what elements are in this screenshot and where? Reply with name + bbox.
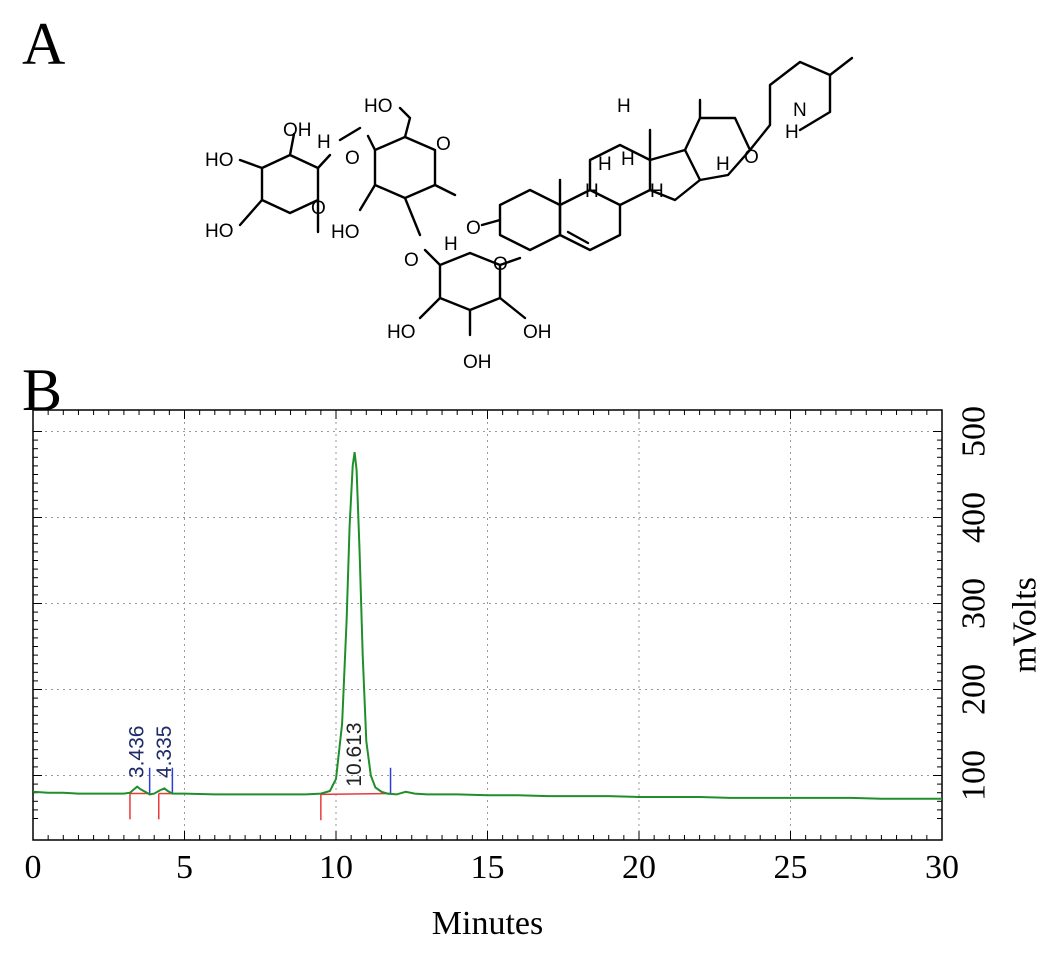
grid-lines bbox=[33, 410, 942, 840]
x-axis-label: Minutes bbox=[432, 905, 543, 942]
x-tick-label: 25 bbox=[774, 849, 808, 886]
atom-label-o-glc: O bbox=[436, 134, 451, 155]
atom-label-nh: N bbox=[793, 100, 807, 121]
atom-label-h-glc: H bbox=[444, 234, 458, 255]
panel-label-a: A bbox=[22, 11, 66, 77]
x-tick-label: 20 bbox=[622, 849, 656, 886]
atom-label-o-link2: O bbox=[404, 250, 419, 271]
atom-label-o-furan: O bbox=[744, 147, 759, 168]
y-tick-label: 100 bbox=[956, 750, 993, 801]
y-tick-label: 500 bbox=[956, 406, 993, 457]
integration-markers bbox=[129, 767, 392, 821]
atom-label-h-s3: H bbox=[621, 149, 635, 170]
y-axis-ticks: 100 200 300 400 500 bbox=[956, 406, 993, 801]
atom-label-o-agly: O bbox=[466, 218, 481, 239]
y-tick-label: 200 bbox=[956, 664, 993, 715]
atom-label-ho-glc6: HO bbox=[364, 96, 393, 117]
atom-label-h-r1: H bbox=[317, 132, 331, 153]
atom-label-h-s4: H bbox=[585, 181, 599, 202]
atom-label-h-s5: H bbox=[650, 181, 664, 202]
atom-label-h-s2: H bbox=[598, 154, 612, 175]
atom-label-nh-h: H bbox=[785, 122, 799, 143]
atom-label-o-link1: O bbox=[345, 148, 360, 169]
x-tick-label: 0 bbox=[25, 849, 42, 886]
atom-label-oh-r2b: OH bbox=[463, 352, 492, 373]
x-tick-label: 5 bbox=[176, 849, 193, 886]
chromatogram-trace bbox=[32, 451, 942, 800]
x-tick-label: 15 bbox=[471, 849, 505, 886]
minor-ticks bbox=[32, 410, 943, 840]
y-tick-label: 300 bbox=[956, 578, 993, 629]
atom-label-h-s6: H bbox=[716, 154, 730, 175]
atom-label-ho-r2a: HO bbox=[387, 322, 416, 343]
atom-label-ho-glc3: HO bbox=[331, 222, 360, 243]
atom-label-ho-r1a: HO bbox=[205, 150, 234, 171]
atom-label-h-s1: H bbox=[617, 96, 631, 117]
peak-label: 4.335 bbox=[153, 726, 176, 779]
baseline-segment bbox=[320, 792, 391, 796]
atom-label-oh-r2a: OH bbox=[523, 322, 552, 343]
x-axis-ticks: 0 5 10 15 20 25 30 bbox=[25, 849, 960, 886]
y-axis-label: mVolts bbox=[1007, 577, 1044, 673]
atom-label-o-r2: O bbox=[493, 254, 508, 275]
atom-label-ho-r1b: HO bbox=[205, 221, 234, 242]
atom-label-oh-r1a: OH bbox=[283, 120, 312, 141]
peak-label: 10.613 bbox=[343, 722, 366, 786]
x-tick-label: 10 bbox=[319, 849, 353, 886]
peak-labels: 3.436 4.335 10.613 bbox=[126, 722, 366, 786]
y-tick-label: 400 bbox=[956, 492, 993, 543]
x-tick-label: 30 bbox=[925, 849, 959, 886]
atom-label-o-r1: O bbox=[311, 198, 326, 219]
peak-label: 3.436 bbox=[126, 726, 149, 779]
